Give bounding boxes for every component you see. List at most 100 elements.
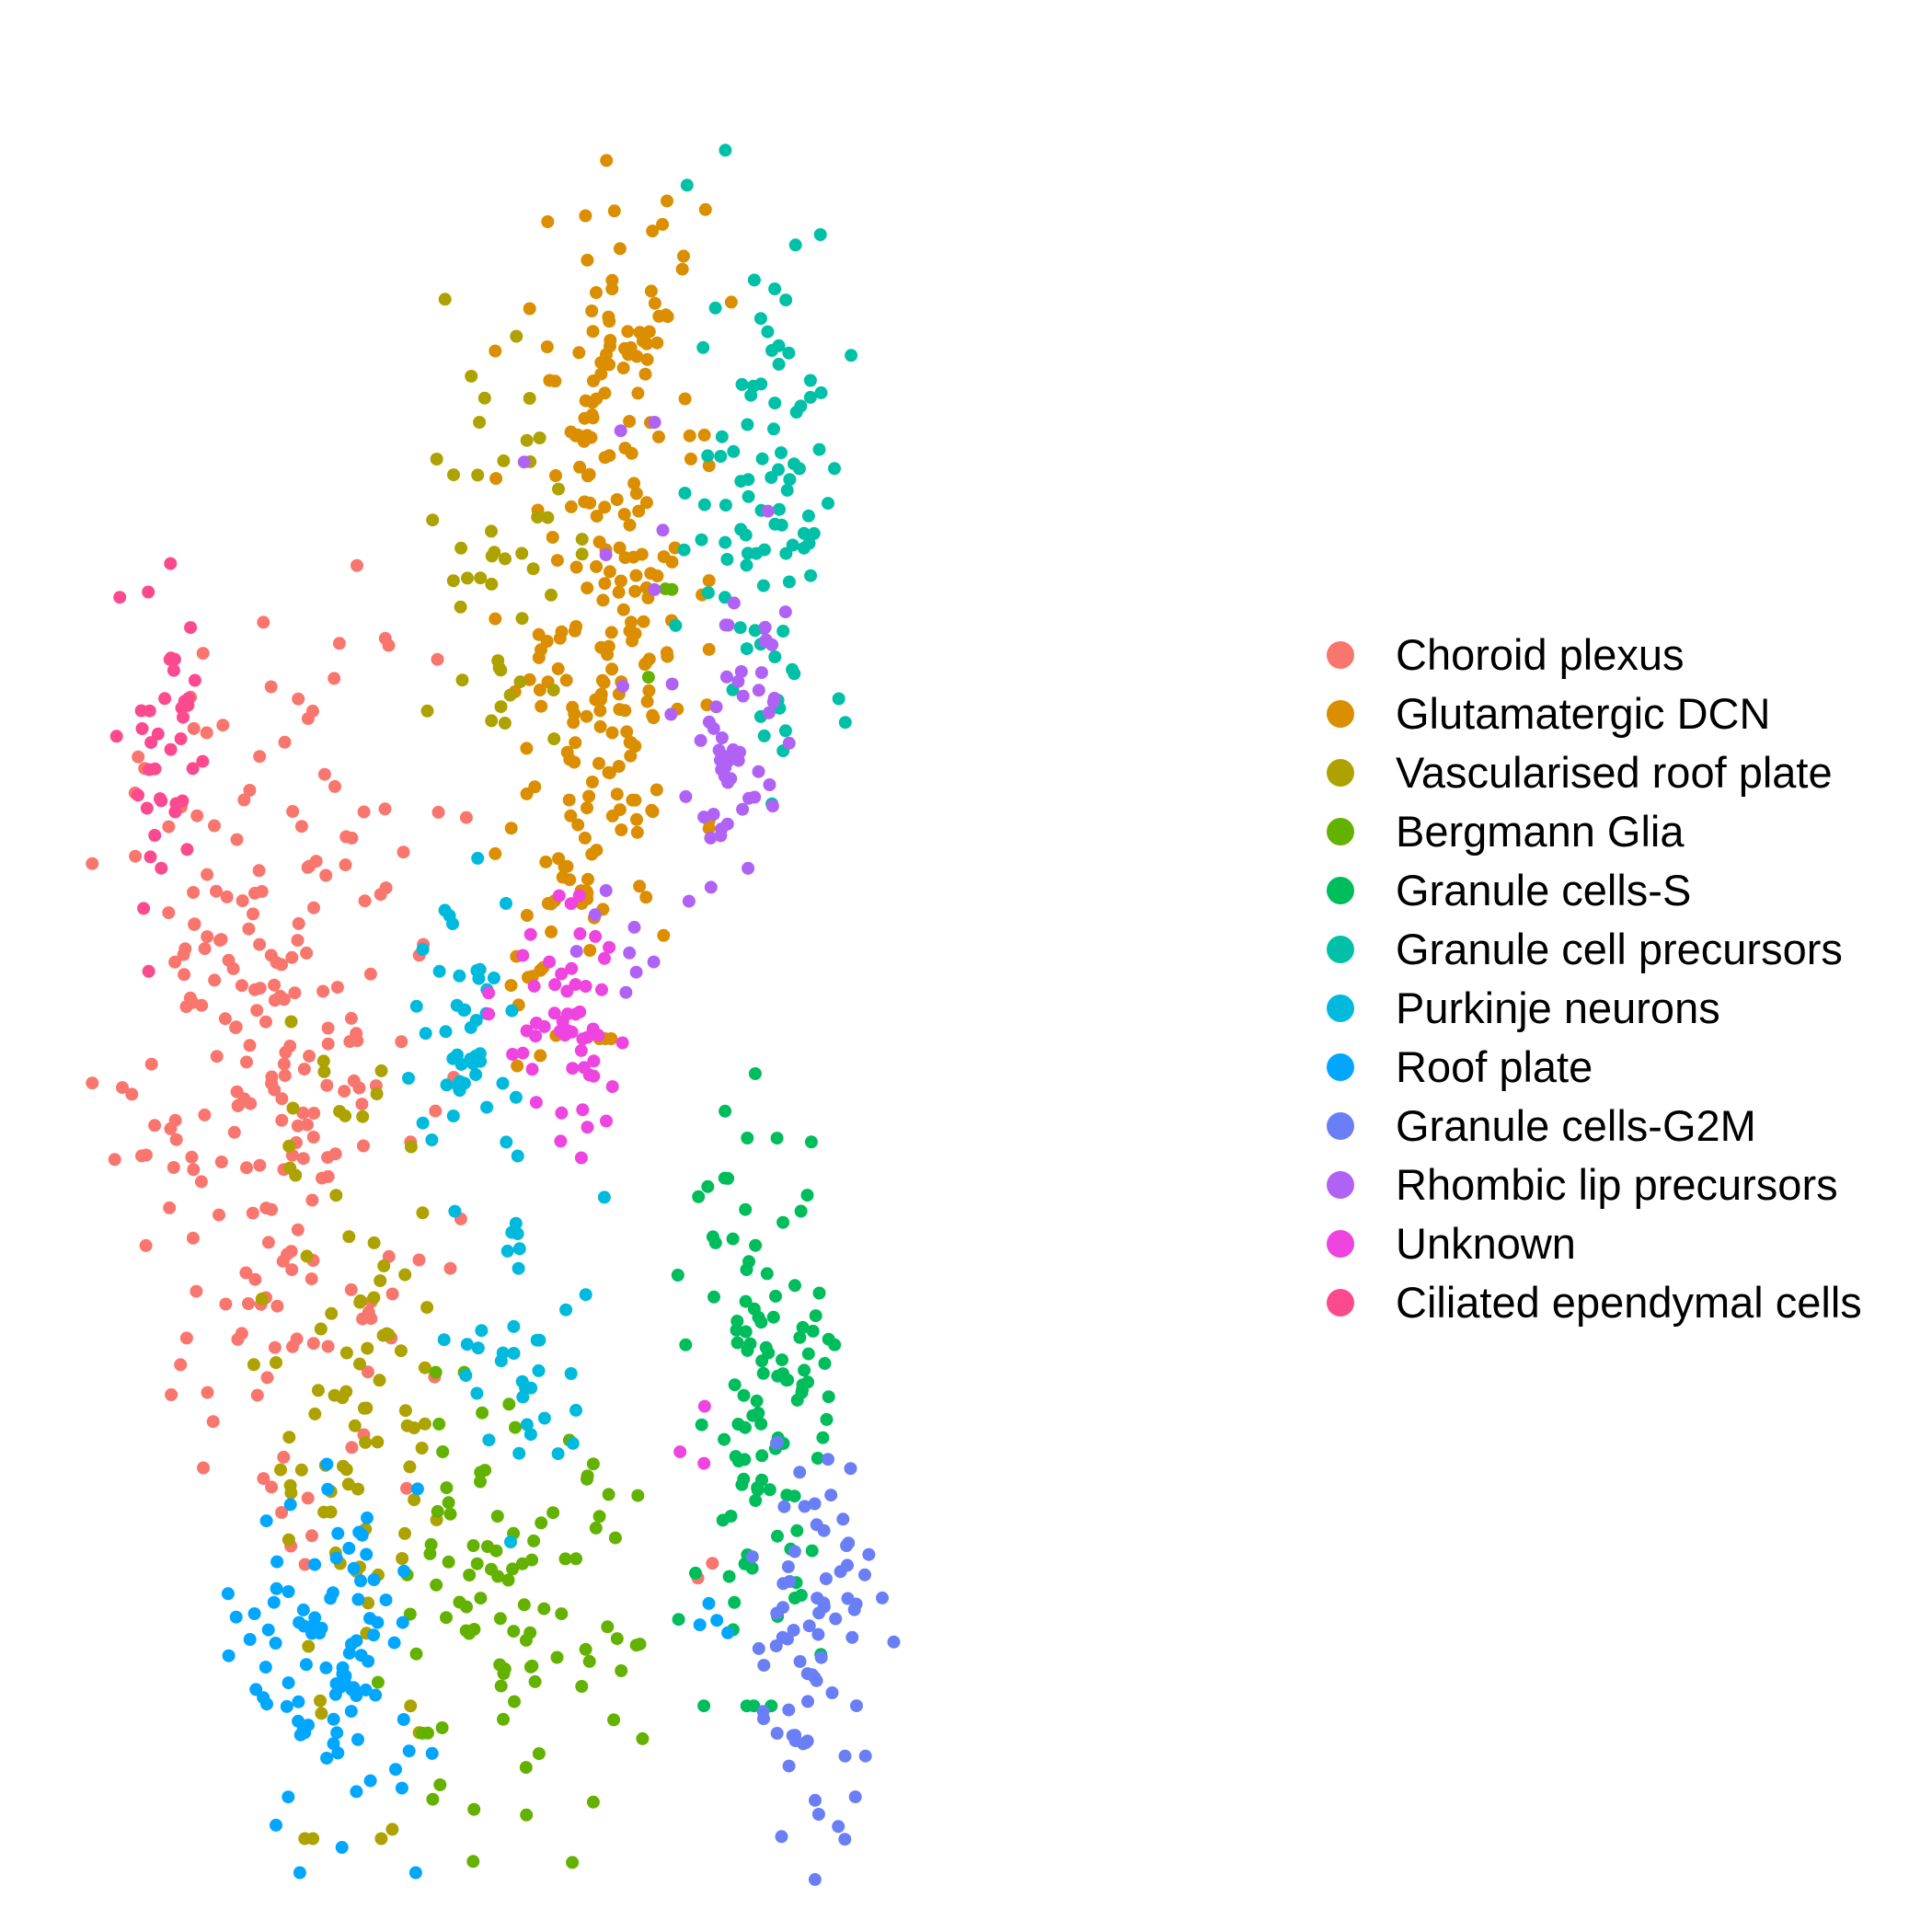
- data-point: [327, 1737, 340, 1751]
- data-point: [574, 1043, 588, 1057]
- data-point: [810, 1673, 823, 1687]
- data-point: [500, 1135, 513, 1149]
- data-point: [763, 778, 776, 791]
- data-point: [277, 1450, 291, 1464]
- data-point: [838, 1749, 852, 1763]
- data-point: [790, 1524, 804, 1537]
- data-point: [598, 386, 612, 400]
- data-point: [592, 756, 605, 770]
- data-point: [306, 1832, 320, 1846]
- data-point: [750, 1394, 764, 1408]
- data-point: [565, 961, 579, 975]
- data-point: [321, 1021, 335, 1035]
- data-point: [453, 1075, 466, 1088]
- data-point: [360, 1547, 374, 1561]
- data-point: [753, 312, 767, 326]
- data-point: [461, 571, 474, 585]
- data-point: [829, 1612, 843, 1626]
- data-point: [320, 1457, 334, 1471]
- data-point: [581, 1469, 594, 1483]
- data-point: [530, 1333, 544, 1347]
- data-point: [293, 1616, 306, 1629]
- data-point: [367, 1291, 381, 1305]
- legend-label: Ciliated ependymal cells: [1396, 1278, 1862, 1327]
- data-point: [169, 1133, 183, 1146]
- data-point: [552, 482, 565, 496]
- data-point: [180, 843, 194, 857]
- data-point: [754, 666, 768, 680]
- data-point: [315, 1621, 328, 1635]
- data-point: [447, 468, 460, 482]
- data-point: [739, 1202, 753, 1216]
- data-point: [741, 418, 754, 431]
- data-point: [286, 805, 300, 818]
- data-point: [198, 942, 212, 956]
- data-point: [178, 968, 191, 982]
- data-point: [148, 762, 162, 776]
- data-point: [345, 1441, 359, 1455]
- data-point: [294, 820, 308, 834]
- data-point: [489, 612, 502, 626]
- data-point: [187, 721, 201, 735]
- data-point: [297, 1063, 311, 1076]
- data-point: [252, 864, 266, 878]
- data-point: [162, 906, 176, 920]
- data-point: [768, 650, 782, 663]
- data-point: [581, 581, 594, 595]
- data-point: [230, 833, 244, 846]
- data-point: [196, 754, 210, 768]
- legend-key: [1327, 759, 1354, 787]
- data-point: [585, 847, 599, 861]
- data-point: [339, 1346, 353, 1360]
- data-point: [579, 1642, 592, 1656]
- data-point: [647, 955, 661, 969]
- data-point: [465, 369, 478, 383]
- data-point: [471, 468, 485, 482]
- data-point: [598, 951, 611, 965]
- data-point: [581, 801, 593, 815]
- data-point: [443, 1261, 457, 1275]
- data-point: [547, 732, 561, 746]
- data-point: [556, 870, 569, 884]
- data-point: [800, 1189, 814, 1202]
- data-point: [577, 434, 591, 448]
- data-point: [664, 707, 678, 721]
- data-point: [564, 897, 578, 911]
- legend-item: Ciliated ependymal cells: [1327, 1278, 1862, 1327]
- data-point: [342, 1230, 356, 1244]
- data-point: [247, 907, 259, 921]
- legend-label: Choroid plexus: [1396, 630, 1685, 679]
- data-point: [260, 1371, 274, 1385]
- data-point: [603, 940, 616, 954]
- data-point: [190, 809, 204, 822]
- data-point: [329, 1677, 343, 1691]
- data-point: [515, 546, 529, 560]
- data-point: [578, 831, 592, 845]
- data-point: [430, 1578, 443, 1592]
- data-point: [702, 1596, 716, 1610]
- data-point: [535, 1516, 548, 1530]
- data-point: [710, 1614, 724, 1627]
- data-point: [265, 1202, 279, 1216]
- data-point: [605, 726, 619, 740]
- legend-item: Granule cell precursors: [1327, 925, 1843, 973]
- data-point: [494, 1679, 508, 1693]
- data-point: [808, 1872, 822, 1886]
- data-point: [460, 1338, 474, 1351]
- data-point: [541, 215, 555, 228]
- data-point: [420, 1301, 434, 1315]
- legend-item: Purkinje neurons: [1327, 983, 1720, 1032]
- data-point: [808, 1497, 822, 1511]
- data-point: [766, 1310, 780, 1324]
- data-point: [569, 560, 583, 574]
- data-point: [321, 1482, 335, 1496]
- data-point: [722, 749, 736, 763]
- data-point: [293, 1866, 306, 1880]
- data-point: [572, 346, 586, 360]
- data-point: [701, 1179, 715, 1193]
- data-point: [569, 736, 582, 750]
- data-point: [640, 352, 654, 366]
- data-point: [395, 1781, 408, 1795]
- legend-label: Vascularised roof plate: [1396, 748, 1833, 797]
- data-point: [489, 344, 502, 358]
